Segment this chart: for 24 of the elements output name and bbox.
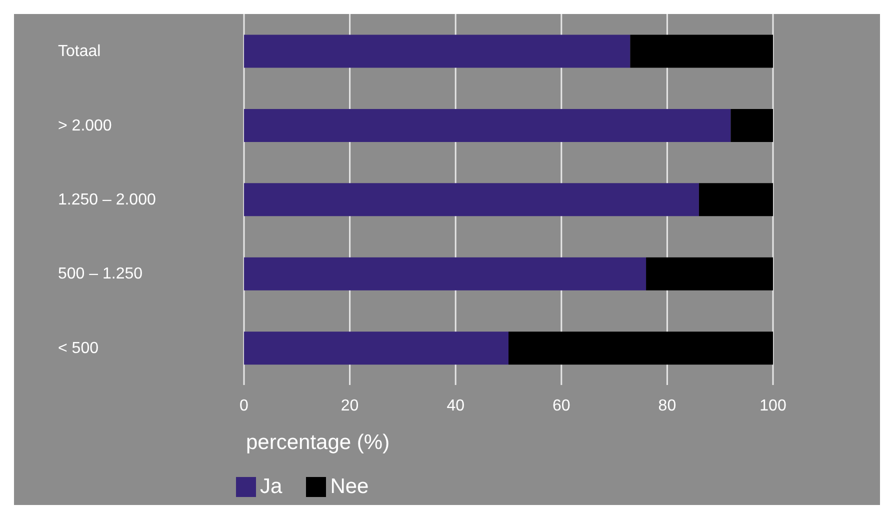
bar [730, 108, 773, 142]
x-tick-label: 20 [340, 397, 359, 414]
x-tick-label: 100 [760, 397, 786, 414]
bar [244, 34, 630, 68]
x-tick-label: 0 [240, 397, 249, 414]
bar [244, 257, 646, 290]
legend-label: Nee [330, 475, 369, 498]
x-tick-label: 40 [446, 397, 465, 414]
x-tick-label: 80 [658, 397, 676, 414]
y-tick-label: 1.250 – 2.000 [58, 192, 156, 208]
legend-label: Ja [260, 475, 282, 498]
x-axis-title: percentage (%) [246, 431, 390, 454]
bar [630, 34, 773, 68]
bar [646, 257, 773, 290]
y-tick-label: Totaal [58, 43, 101, 60]
bar [244, 332, 508, 365]
bar [698, 183, 773, 216]
bar [508, 332, 773, 365]
y-tick-label: 500 – 1.250 [58, 266, 143, 283]
y-tick-label: > 2.000 [58, 117, 112, 134]
bar [244, 108, 731, 142]
y-tick-label: < 500 [58, 340, 99, 357]
x-tick-label: 60 [552, 397, 570, 414]
bar [244, 183, 699, 216]
